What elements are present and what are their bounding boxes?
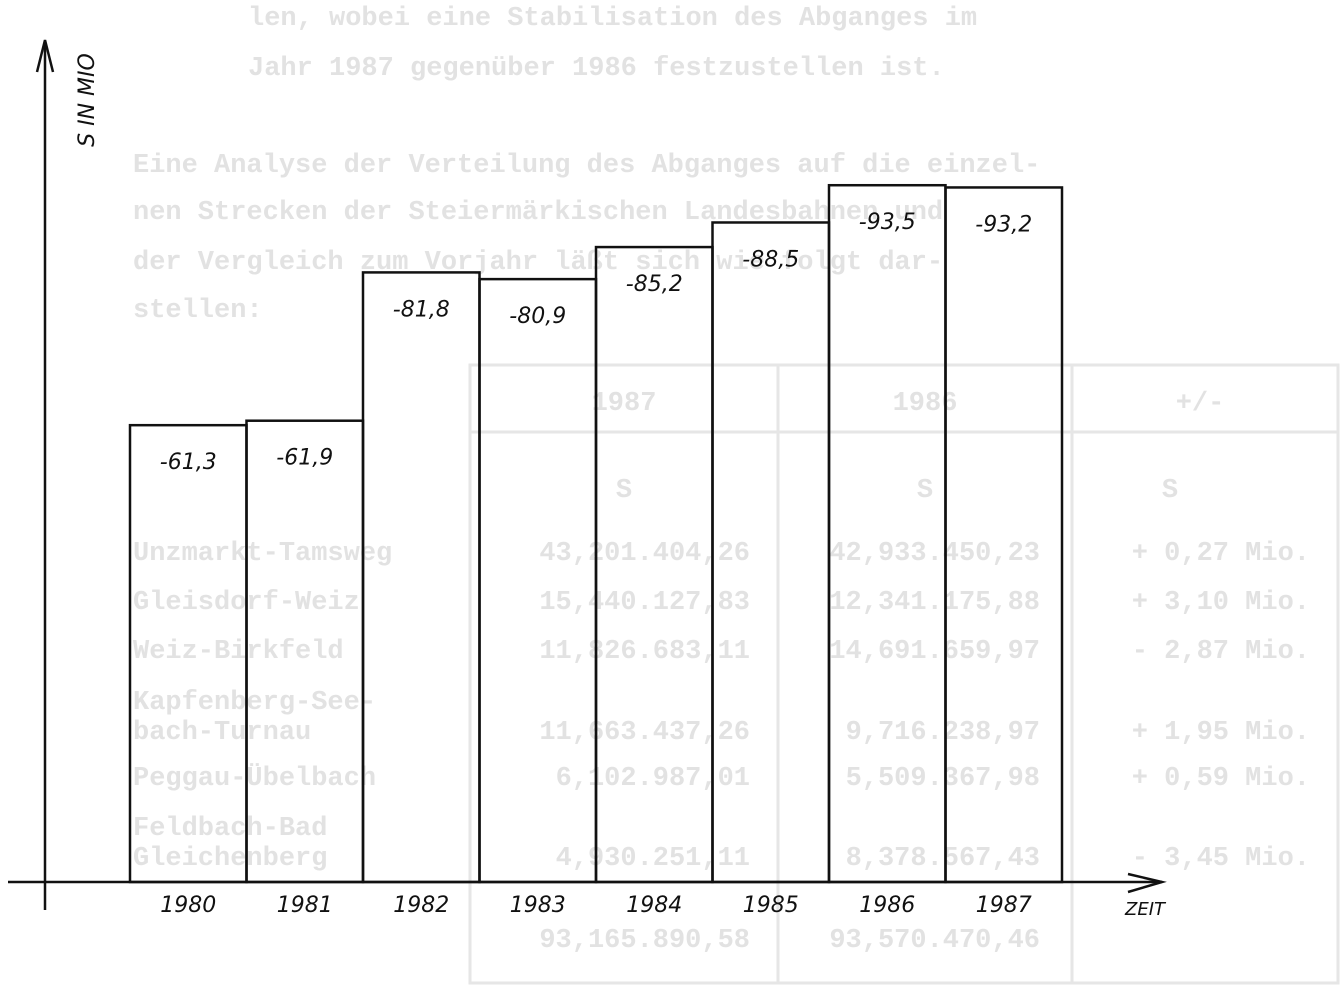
- cell: - 2,87 Mio.: [1132, 637, 1310, 667]
- value-label: -80,9: [509, 304, 566, 329]
- cell: + 0,59 Mio.: [1132, 764, 1310, 794]
- text-line: stellen:: [133, 296, 263, 326]
- row-name: Peggau-Übelbach: [133, 762, 376, 794]
- value-label: -81,8: [393, 297, 450, 322]
- table-header: +/-: [1176, 389, 1225, 419]
- value-label: -88,5: [742, 247, 799, 272]
- screenshot: len, wobei eine Stabilisation des Abgang…: [0, 0, 1341, 987]
- cell: 43,201.404,26: [539, 539, 750, 569]
- cell: 11,663.437,26: [539, 718, 750, 748]
- cell: 11,826.683,11: [539, 637, 750, 667]
- cell: + 0,27 Mio.: [1132, 539, 1310, 569]
- value-label: -61,3: [160, 450, 217, 475]
- y-axis-label: S IN MIO: [75, 53, 100, 147]
- cell: 42,933.450,23: [829, 539, 1040, 569]
- table-frame: [470, 365, 1338, 983]
- cell: + 3,10 Mio.: [1132, 588, 1310, 618]
- x-tick-label: 1987: [976, 893, 1032, 918]
- cell: 12,341.175,88: [829, 588, 1040, 618]
- table-header: 1987: [592, 389, 657, 419]
- cell: + 1,95 Mio.: [1132, 718, 1310, 748]
- bar: [363, 272, 480, 882]
- table-total: 93,570.470,46: [829, 926, 1040, 956]
- x-tick-label: 1980: [160, 893, 216, 918]
- text-line: Jahr 1987 gegenüber 1986 festzustellen i…: [248, 54, 945, 84]
- text-line: len, wobei eine Stabilisation des Abgang…: [248, 4, 977, 34]
- row-name: bach-Turnau: [133, 718, 311, 748]
- table-unit: S: [616, 476, 632, 506]
- cell: 4,930.251,11: [556, 844, 750, 874]
- row-name: Unzmarkt-Tamsweg: [133, 539, 392, 569]
- value-label: -85,2: [626, 272, 683, 297]
- row-name: Gleichenberg: [133, 844, 327, 874]
- cell: 6,102.987,01: [556, 764, 750, 794]
- row-name: Weiz-Birkfeld: [133, 637, 344, 667]
- text-line: Eine Analyse der Verteilung des Abganges…: [133, 151, 1040, 181]
- x-tick-label: 1981: [277, 893, 333, 918]
- cell: 15,440.127,83: [539, 588, 750, 618]
- text-line: der Vergleich zum Vorjahr läßt sich wie …: [133, 248, 943, 278]
- cell: 5,509.367,98: [846, 764, 1040, 794]
- cell: 8,378.567,43: [846, 844, 1040, 874]
- cell: - 3,45 Mio.: [1132, 844, 1310, 874]
- x-tick-label: 1982: [393, 893, 449, 918]
- x-tick-label: 1985: [743, 893, 799, 918]
- table-header: 1986: [893, 389, 958, 419]
- cell: 14,691.659,97: [829, 637, 1040, 667]
- cell: 9,716.238,97: [846, 718, 1040, 748]
- x-tick-label: 1983: [510, 893, 566, 918]
- background-document: len, wobei eine Stabilisation des Abgang…: [133, 4, 1338, 983]
- value-label: -93,5: [859, 210, 916, 235]
- table-unit: S: [1162, 476, 1178, 506]
- value-label: -93,2: [975, 212, 1032, 237]
- x-tick-label: 1986: [859, 893, 915, 918]
- table-unit: S: [917, 476, 933, 506]
- value-label: -61,9: [276, 446, 333, 471]
- table-total: 93,165.890,58: [539, 926, 750, 956]
- row-name: Feldbach-Bad: [133, 814, 327, 844]
- x-tick-label: 1984: [626, 893, 682, 918]
- row-name: Kapfenberg-See-: [133, 688, 376, 718]
- x-axis-label: ZEIT: [1124, 899, 1167, 920]
